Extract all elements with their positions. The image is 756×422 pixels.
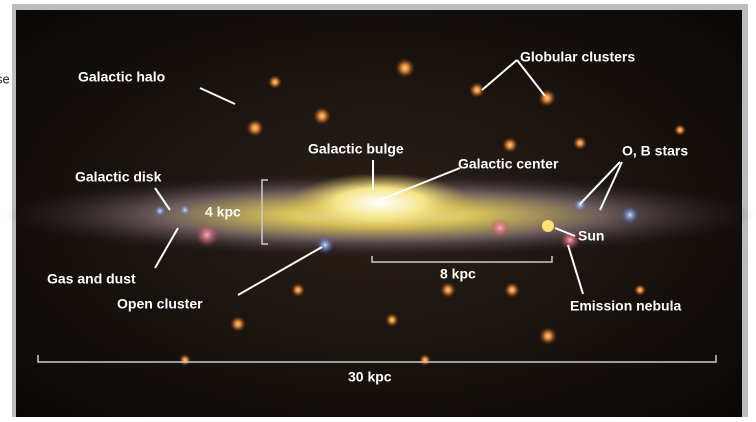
edge-text: se <box>0 71 10 86</box>
label: Emission nebula <box>570 298 681 314</box>
label: Galactic center <box>458 156 559 172</box>
galactic-bulge <box>290 173 470 233</box>
label: Sun <box>578 228 604 244</box>
scale-label: 4 kpc <box>205 204 241 220</box>
label: Gas and dust <box>47 271 136 287</box>
diagram: se Galactic halo Globular <box>0 0 756 417</box>
scale-label: 30 kpc <box>348 369 392 385</box>
label: O, B stars <box>622 143 688 159</box>
label: Galactic halo <box>78 69 165 85</box>
label: Galactic disk <box>75 169 162 185</box>
label: Globular clusters <box>520 49 635 65</box>
page: se Galactic halo Globular <box>0 0 756 417</box>
label: Galactic bulge <box>308 141 404 157</box>
label: Open cluster <box>117 296 203 312</box>
scale-label: 8 kpc <box>440 266 476 282</box>
